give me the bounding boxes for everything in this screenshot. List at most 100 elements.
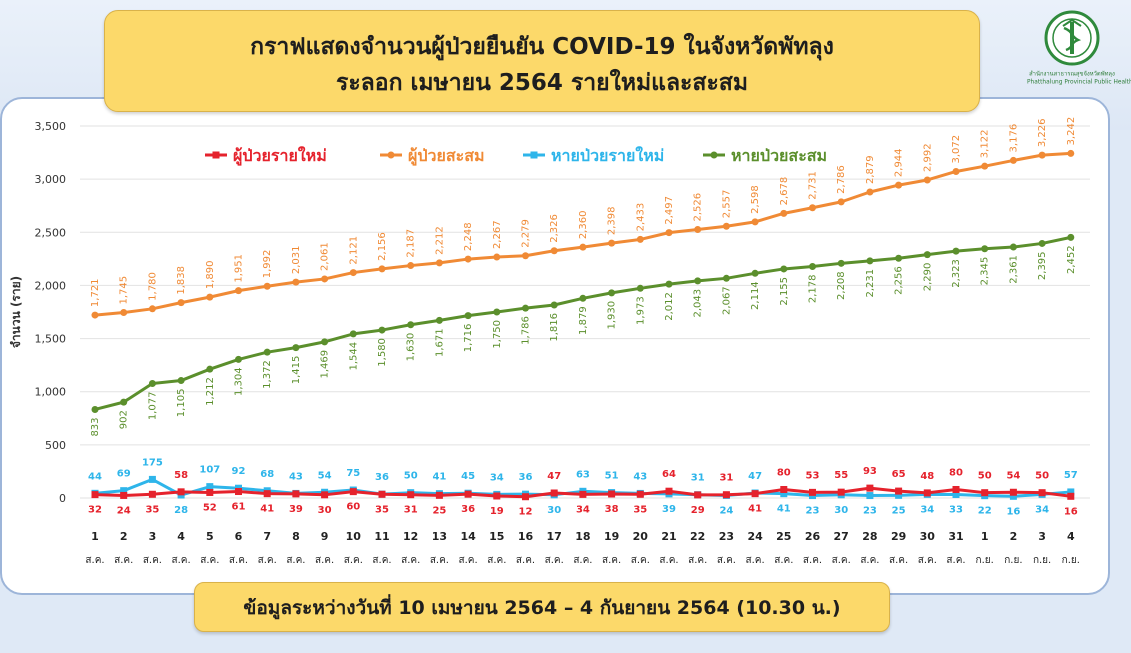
x-tick-day: 19 <box>604 530 619 543</box>
x-tick-day: 2 <box>1010 530 1018 543</box>
data-point <box>321 491 329 499</box>
data-point <box>292 490 300 498</box>
x-tick-month: ส.ค. <box>401 555 420 566</box>
data-point <box>895 254 903 262</box>
data-point <box>722 491 730 499</box>
x-tick-month: ก.ย. <box>976 555 994 566</box>
data-point <box>349 269 357 277</box>
data-point <box>349 488 357 496</box>
data-point <box>148 305 156 313</box>
data-label: 3,072 <box>951 135 962 164</box>
legend-label: หายป่วยสะสม <box>731 146 827 165</box>
legend-label: ผู้ป่วยสะสม <box>408 146 485 167</box>
data-point <box>91 491 99 499</box>
data-point <box>1038 239 1046 247</box>
data-label: 36 <box>375 472 389 483</box>
data-label: 2,114 <box>750 281 761 310</box>
data-label: 44 <box>88 471 102 482</box>
data-label: 2,992 <box>922 143 933 172</box>
x-tick-day: 6 <box>235 530 243 543</box>
data-point <box>206 293 214 301</box>
x-tick-month: ส.ค. <box>114 555 133 566</box>
y-tick-label: 500 <box>45 439 66 452</box>
data-point <box>292 278 300 286</box>
data-label: 175 <box>142 457 163 468</box>
data-label: 93 <box>863 466 877 477</box>
x-tick-month: ส.ค. <box>918 555 937 566</box>
x-tick-month: ส.ค. <box>344 555 363 566</box>
data-label: 2,326 <box>549 214 560 243</box>
moph-logo: สำนักงานสาธารณสุขจังหวัดพัทลุง Phatthalu… <box>1022 10 1131 86</box>
data-point <box>235 488 242 496</box>
x-tick-day: 11 <box>374 530 389 543</box>
data-point <box>780 265 788 273</box>
data-label: 2,452 <box>1066 245 1077 274</box>
x-tick-month: ส.ค. <box>659 555 678 566</box>
x-tick-month: ส.ค. <box>258 555 277 566</box>
data-label: 1,992 <box>262 250 273 279</box>
data-point <box>694 491 702 499</box>
data-label: 1,304 <box>234 367 245 396</box>
data-label: 64 <box>662 469 676 480</box>
data-label: 23 <box>806 506 820 517</box>
data-label: 47 <box>748 471 762 482</box>
data-point <box>522 252 529 260</box>
x-tick-month: ส.ค. <box>746 555 765 566</box>
data-label: 107 <box>199 465 220 476</box>
data-label: 2,497 <box>664 196 675 225</box>
data-label: 2,433 <box>635 203 646 232</box>
x-tick-month: ส.ค. <box>545 555 564 566</box>
data-point <box>522 493 529 501</box>
data-point <box>1038 489 1046 497</box>
data-point <box>435 491 443 499</box>
data-point <box>493 253 501 261</box>
x-tick-day: 1 <box>91 530 99 543</box>
data-point <box>694 226 702 234</box>
data-label: 34 <box>920 504 934 515</box>
data-label: 39 <box>662 504 676 515</box>
data-label: 2,323 <box>951 259 962 288</box>
data-point <box>780 485 788 493</box>
data-point <box>206 488 214 496</box>
data-point <box>1067 233 1075 241</box>
data-point <box>981 162 989 170</box>
data-point <box>866 484 874 492</box>
x-tick-day: 23 <box>719 530 734 543</box>
data-label: 1,816 <box>549 313 560 342</box>
data-point <box>1009 156 1017 164</box>
x-tick-month: ส.ค. <box>602 555 621 566</box>
data-point <box>1038 151 1046 159</box>
data-label: 1,780 <box>147 272 158 301</box>
x-tick-month: ส.ค. <box>803 555 822 566</box>
data-label: 33 <box>949 504 963 515</box>
logo-caption-th: สำนักงานสาธารณสุขจังหวัดพัทลุง <box>1029 70 1115 78</box>
data-point <box>378 265 386 273</box>
data-point <box>148 475 156 483</box>
data-label: 63 <box>576 469 590 480</box>
data-label: 1,105 <box>176 389 187 418</box>
moph-seal-icon <box>1044 10 1100 66</box>
data-label: 61 <box>232 502 246 513</box>
data-label: 2,731 <box>808 171 819 200</box>
data-label: 24 <box>719 505 733 516</box>
x-tick-day: 25 <box>776 530 791 543</box>
data-label: 52 <box>203 502 217 513</box>
x-tick-day: 26 <box>805 530 821 543</box>
x-tick-day: 7 <box>263 530 271 543</box>
data-point <box>636 490 644 498</box>
x-tick-day: 3 <box>149 530 157 543</box>
x-tick-day: 30 <box>920 530 936 543</box>
data-label: 1,721 <box>90 278 101 307</box>
data-point <box>435 316 443 324</box>
data-label: 2,267 <box>492 220 503 249</box>
x-tick-day: 1 <box>981 530 989 543</box>
data-point <box>608 289 616 297</box>
data-label: 50 <box>1035 471 1049 482</box>
data-label: 2,178 <box>808 275 819 304</box>
data-point <box>263 282 271 290</box>
data-point <box>923 176 931 184</box>
data-label: 69 <box>117 469 131 480</box>
data-label: 2,944 <box>894 148 905 177</box>
data-point <box>665 280 673 288</box>
